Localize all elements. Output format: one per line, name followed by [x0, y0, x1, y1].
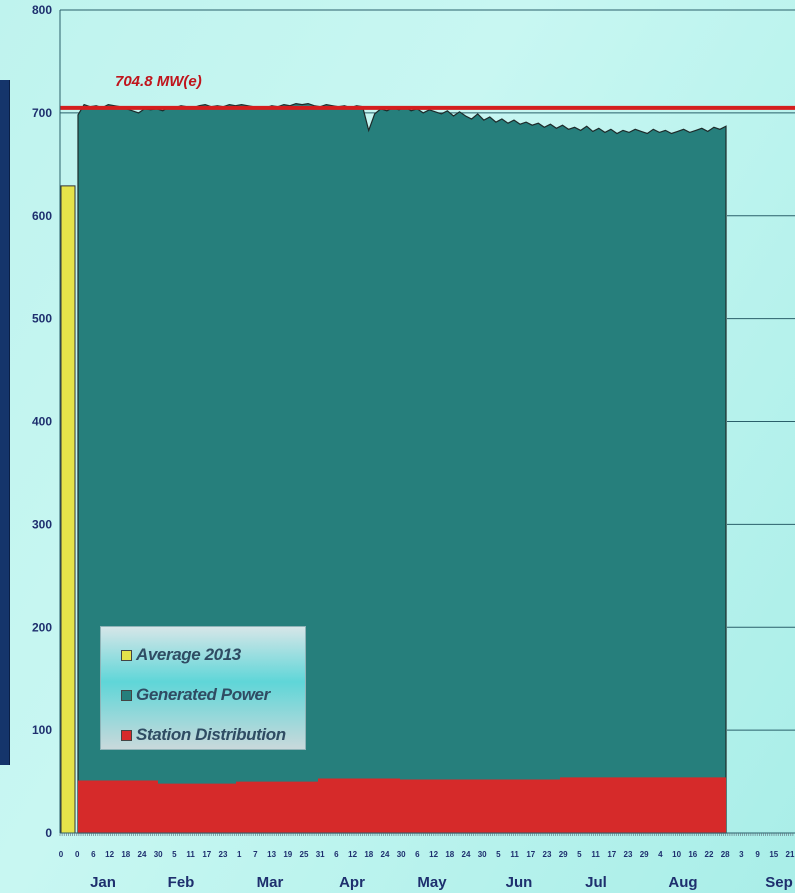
x-tick-label: 24 — [381, 850, 390, 859]
month-label-feb: Feb — [168, 874, 195, 891]
y-tick-label-600: 600 — [32, 209, 52, 223]
x-tick-label: 30 — [478, 850, 487, 859]
x-tick-label: 30 — [154, 850, 163, 859]
x-tick-label: 1 — [237, 850, 242, 859]
x-tick-label: 16 — [688, 850, 697, 859]
legend-swatch-average — [121, 649, 132, 661]
month-label-apr: Apr — [339, 874, 365, 891]
legend-label-generated: Generated Power — [136, 685, 270, 704]
x-tick-label: 22 — [705, 850, 714, 859]
x-tick-label: 18 — [121, 850, 130, 859]
x-tick-label: 23 — [219, 850, 228, 859]
month-label-jul: Jul — [585, 874, 607, 891]
legend: Average 2013 Generated Power Station Dis… — [100, 626, 306, 750]
legend-label-average: Average 2013 — [136, 645, 241, 664]
x-tick-label: 6 — [91, 850, 96, 859]
x-tick-label: 10 — [672, 850, 681, 859]
x-tick-label: 18 — [445, 850, 454, 859]
x-tick-label: 21 — [786, 850, 795, 859]
x-tick-label: 11 — [186, 850, 195, 859]
x-tick-label: 0 — [75, 850, 80, 859]
x-tick-label: 6 — [415, 850, 420, 859]
station-distribution-area — [78, 777, 726, 833]
legend-item-average: Average 2013 — [121, 635, 305, 675]
month-label-jan: Jan — [90, 874, 116, 891]
y-tick-label-700: 700 — [32, 106, 52, 120]
left-panel-edge — [0, 80, 10, 765]
x-tick-label: 23 — [543, 850, 552, 859]
month-label-mar: Mar — [257, 874, 284, 891]
y-tick-label-800: 800 — [32, 3, 52, 17]
month-label-may: May — [417, 874, 447, 891]
month-label-aug: Aug — [668, 874, 697, 891]
legend-item-station: Station Distribution — [121, 715, 305, 755]
reference-line-label: 704.8 MW(e) — [115, 73, 202, 90]
x-tick-label: 0 — [59, 850, 64, 859]
y-tick-label-400: 400 — [32, 415, 52, 429]
x-tick-label: 12 — [348, 850, 357, 859]
x-tick-label: 5 — [172, 850, 177, 859]
x-tick-label: 17 — [202, 850, 211, 859]
month-label-sep: Sep — [765, 874, 793, 891]
x-tick-label: 29 — [559, 850, 568, 859]
x-tick-label: 29 — [640, 850, 649, 859]
x-tick-label: 25 — [300, 850, 309, 859]
x-tick-label: 5 — [577, 850, 582, 859]
x-tick-label: 17 — [607, 850, 616, 859]
x-tick-label: 9 — [755, 850, 760, 859]
x-tick-label: 12 — [429, 850, 438, 859]
y-tick-label-300: 300 — [32, 517, 52, 531]
y-tick-label-500: 500 — [32, 312, 52, 326]
y-tick-label-100: 100 — [32, 723, 52, 737]
x-tick-label: 6 — [334, 850, 339, 859]
x-tick-label: 5 — [496, 850, 501, 859]
x-tick-label: 3 — [739, 850, 744, 859]
x-tick-label: 11 — [591, 850, 600, 859]
x-tick-label: 17 — [526, 850, 535, 859]
x-tick-label: 24 — [138, 850, 147, 859]
x-tick-label: 24 — [462, 850, 471, 859]
y-tick-label-0: 0 — [45, 826, 52, 840]
x-tick-label: 28 — [721, 850, 730, 859]
x-tick-label: 4 — [658, 850, 663, 859]
x-tick-label: 7 — [253, 850, 258, 859]
legend-swatch-station — [121, 729, 132, 741]
x-tick-label: 30 — [397, 850, 406, 859]
reference-line-group: 704.8 MW(e) — [60, 73, 795, 110]
x-tick-label: 13 — [267, 850, 276, 859]
x-tick-label: 19 — [283, 850, 292, 859]
legend-item-generated: Generated Power — [121, 675, 305, 715]
x-tick-label: 18 — [364, 850, 373, 859]
average-2013-area — [60, 185, 76, 834]
x-tick-label: 15 — [769, 850, 778, 859]
month-label-jun: Jun — [506, 874, 533, 891]
legend-label-station: Station Distribution — [136, 725, 286, 744]
y-tick-label-200: 200 — [32, 620, 52, 634]
x-tick-label: 12 — [105, 850, 114, 859]
x-tick-label: 11 — [510, 850, 519, 859]
x-tick-label: 31 — [316, 850, 325, 859]
x-tick-label: 23 — [624, 850, 633, 859]
axes — [59, 10, 795, 836]
legend-swatch-generated — [121, 689, 132, 701]
